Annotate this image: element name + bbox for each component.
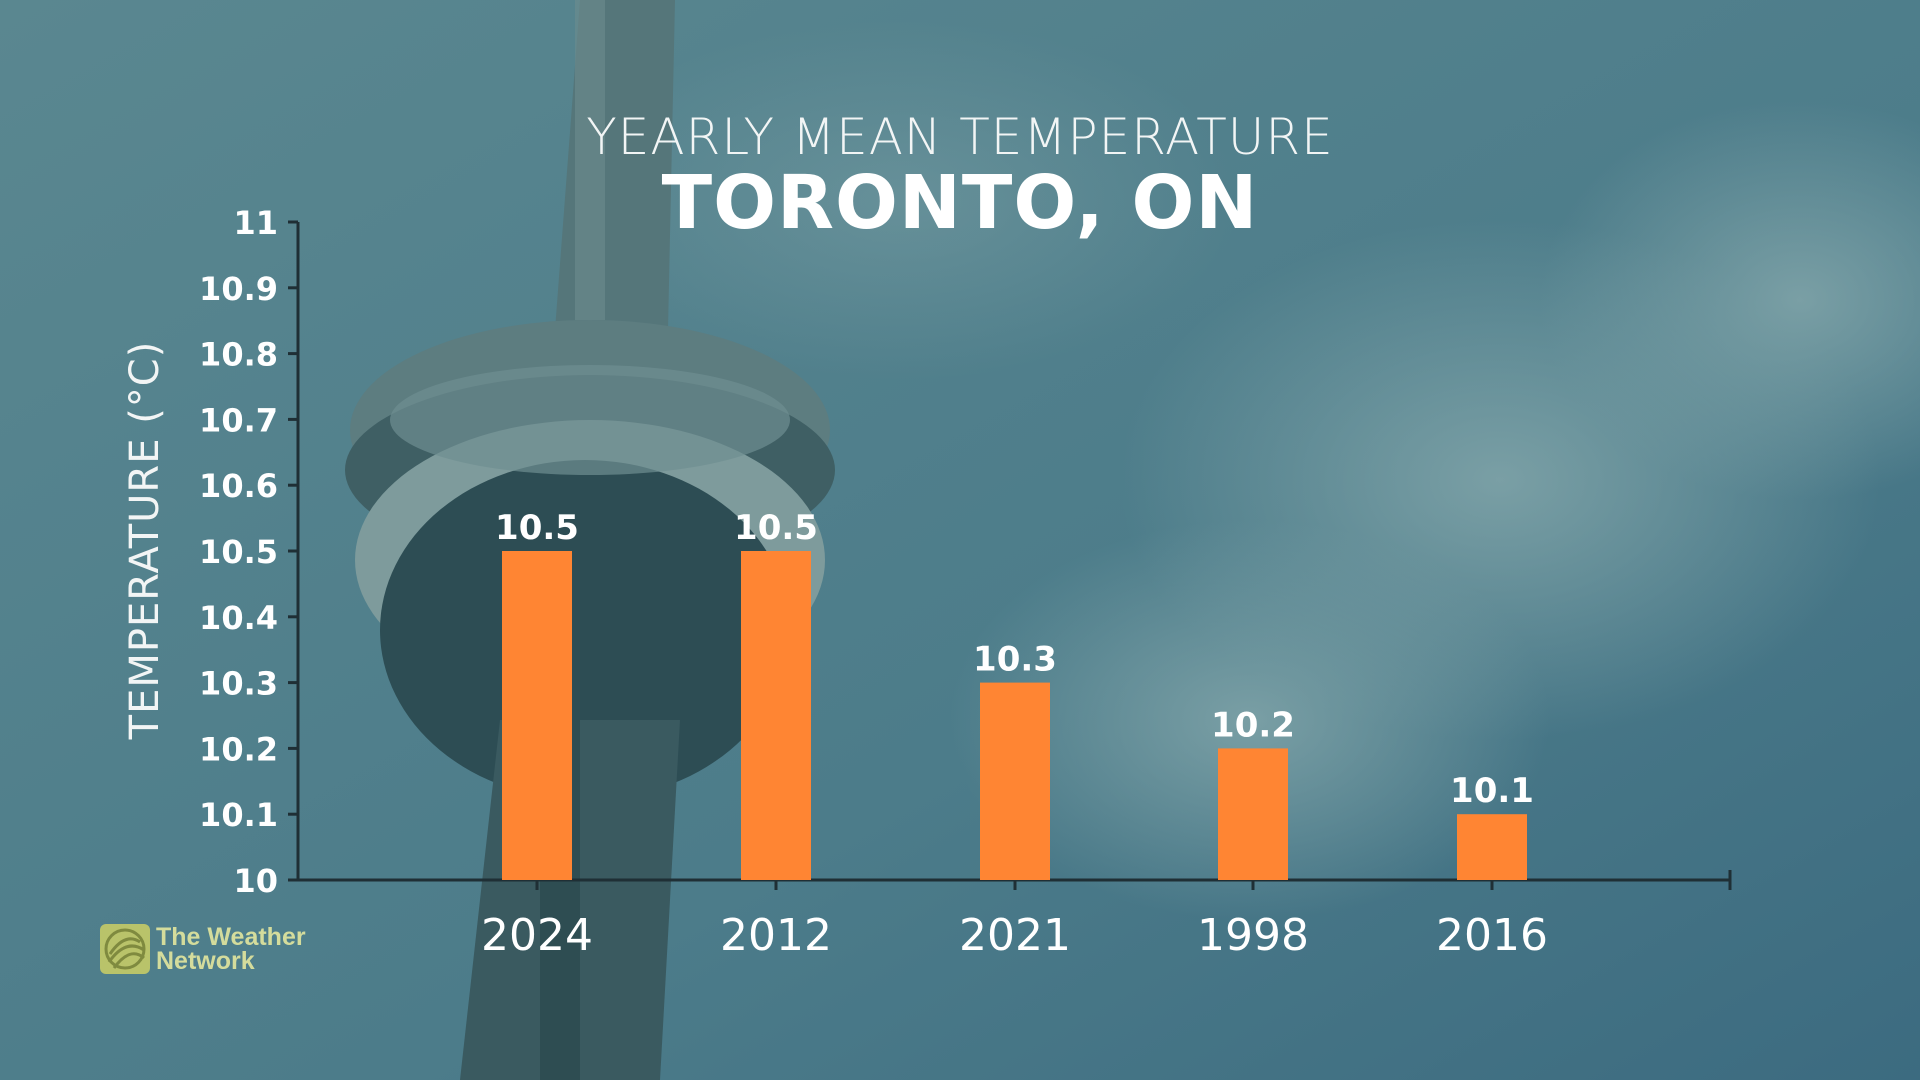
x-tick-label: 2016 (1436, 910, 1548, 961)
y-tick-label: 10.6 (199, 467, 278, 505)
bar (741, 551, 811, 880)
bar (1218, 748, 1288, 880)
weather-network-logo: The Weather Network (100, 922, 306, 976)
logo-text-line1: The Weather (156, 923, 306, 951)
chart-subtitle: TORONTO, ON (661, 160, 1259, 246)
x-tick-label: 1998 (1197, 910, 1309, 961)
chart-title: YEARLY MEAN TEMPERATURE (586, 108, 1334, 166)
y-tick-label: 10.4 (199, 599, 278, 637)
data-label: 10.5 (495, 508, 579, 548)
y-tick-label: 10.7 (199, 401, 278, 439)
y-tick-label: 10.8 (199, 336, 278, 374)
data-label: 10.5 (734, 508, 818, 548)
x-tick-label: 2021 (959, 910, 1071, 961)
globe-icon (100, 924, 150, 974)
y-tick-label: 10.5 (199, 533, 278, 571)
bar (1457, 814, 1527, 880)
y-tick-label: 10.9 (199, 270, 278, 308)
y-tick-label: 10.2 (199, 730, 278, 768)
data-label: 10.2 (1211, 705, 1295, 745)
y-tick-label: 10.1 (199, 796, 278, 834)
y-tick-label: 11 (233, 204, 278, 242)
bar (502, 551, 572, 880)
data-label: 10.3 (973, 640, 1057, 680)
y-tick-label: 10 (233, 862, 278, 900)
x-tick-label: 2024 (481, 910, 593, 961)
x-tick-label: 2012 (720, 910, 832, 961)
bar (980, 682, 1050, 880)
y-tick-label: 10.3 (199, 665, 278, 703)
logo-text-line2: Network (156, 947, 255, 975)
data-label: 10.1 (1450, 771, 1534, 811)
